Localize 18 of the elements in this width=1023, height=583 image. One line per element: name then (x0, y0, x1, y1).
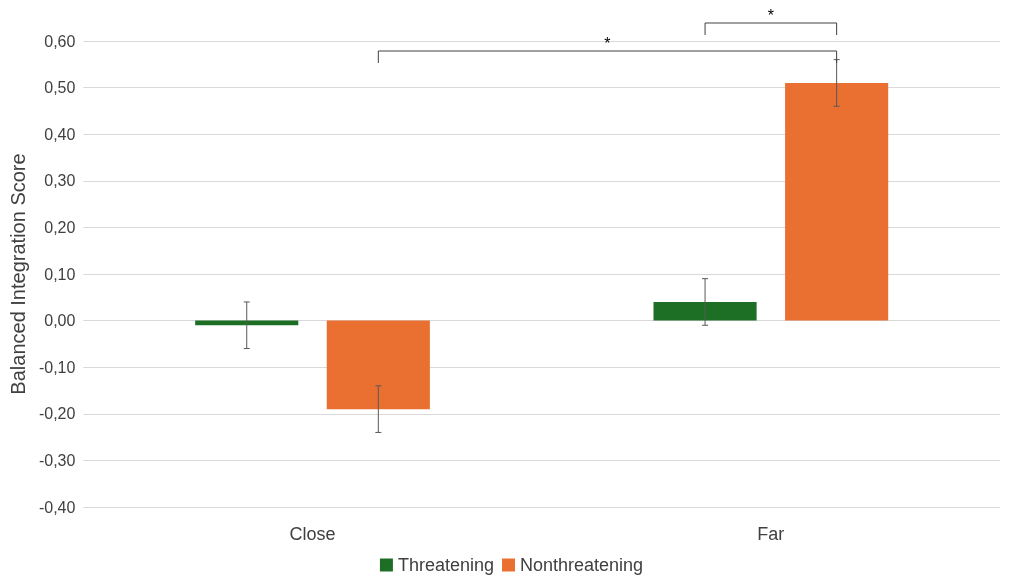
y-tick-label: 0,50 (44, 79, 76, 97)
y-tick-label: 0,10 (44, 265, 76, 283)
y-tick-label: -0,40 (38, 498, 76, 516)
text: * (767, 7, 774, 24)
y-tick-label: 0,40 (44, 125, 76, 143)
annotation: * (604, 35, 611, 52)
y-tick-label: 0,30 (44, 172, 76, 190)
legend-label: Nonthreatening (519, 555, 644, 575)
y-axis-title: Balanced Integration Score (7, 153, 29, 395)
y-tick-label: -0,20 (38, 405, 76, 423)
y-tick-label: 0,60 (44, 32, 76, 50)
y-tick-label: 0,20 (44, 218, 76, 236)
y-tick-label: -0,10 (38, 358, 76, 376)
legend-label: Threatening (397, 555, 494, 575)
x-tick-label: Close (289, 524, 336, 544)
y-tick-label: -0,30 (38, 451, 76, 469)
x-tick-label: Far (757, 524, 785, 544)
y-tick-label: 0,00 (44, 312, 76, 330)
